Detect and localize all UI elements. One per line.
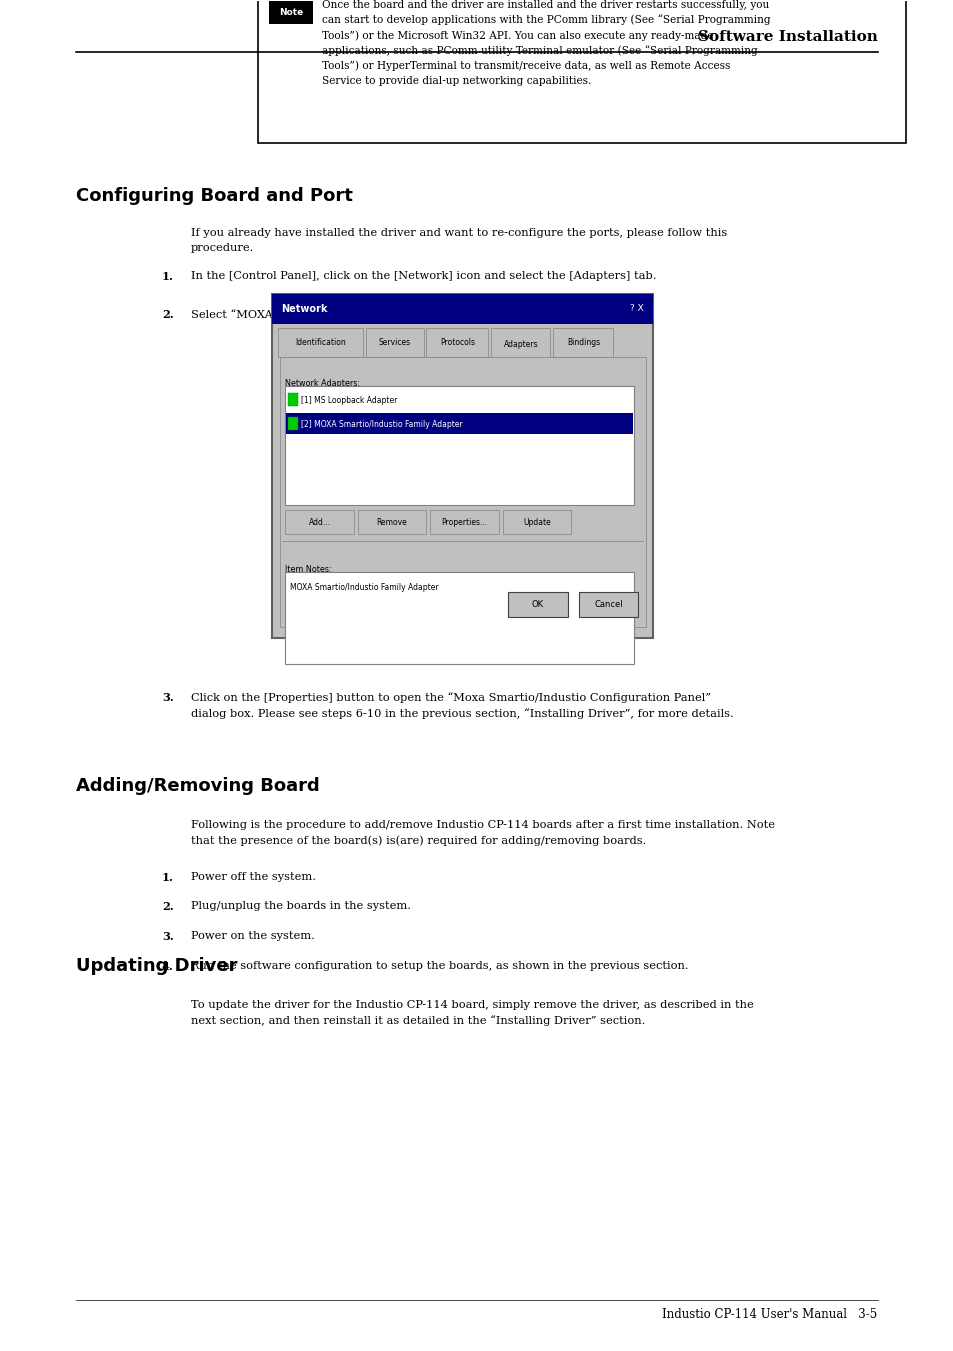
Text: Cancel: Cancel xyxy=(594,600,622,609)
Text: Identification: Identification xyxy=(294,338,346,347)
Text: Protocols: Protocols xyxy=(439,338,475,347)
FancyBboxPatch shape xyxy=(279,358,645,627)
FancyBboxPatch shape xyxy=(491,328,550,362)
Text: Remove: Remove xyxy=(376,517,407,527)
FancyBboxPatch shape xyxy=(426,328,488,358)
FancyBboxPatch shape xyxy=(272,295,653,638)
FancyBboxPatch shape xyxy=(288,393,297,407)
Text: [2] MOXA Smartio/Industio Family Adapter: [2] MOXA Smartio/Industio Family Adapter xyxy=(301,420,463,430)
Text: Add...: Add... xyxy=(308,517,331,527)
FancyBboxPatch shape xyxy=(430,509,498,534)
Text: Run the software configuration to setup the boards, as shown in the previous sec: Run the software configuration to setup … xyxy=(191,961,688,971)
Text: Select “MOXA Smartio/Industio Family Adapter” in “Network Adapters”.: Select “MOXA Smartio/Industio Family Ada… xyxy=(191,309,611,320)
Text: 2.: 2. xyxy=(162,901,173,912)
Text: Bindings: Bindings xyxy=(566,338,599,347)
FancyBboxPatch shape xyxy=(285,571,634,663)
FancyBboxPatch shape xyxy=(286,413,633,435)
Text: MOXA Smartio/Industio Family Adapter: MOXA Smartio/Industio Family Adapter xyxy=(290,582,438,592)
Text: To update the driver for the Industio CP-114 board, simply remove the driver, as: To update the driver for the Industio CP… xyxy=(191,1000,753,1025)
Text: If you already have installed the driver and want to re-configure the ports, ple: If you already have installed the driver… xyxy=(191,228,726,253)
FancyBboxPatch shape xyxy=(357,509,426,534)
FancyBboxPatch shape xyxy=(285,509,354,534)
Text: Note: Note xyxy=(278,8,303,18)
Text: [1] MS Loopback Adapter: [1] MS Loopback Adapter xyxy=(301,396,397,405)
Text: Once the board and the driver are installed and the driver restarts successfully: Once the board and the driver are instal… xyxy=(322,0,770,86)
FancyBboxPatch shape xyxy=(508,592,567,616)
Text: Updating Driver: Updating Driver xyxy=(76,957,237,975)
FancyBboxPatch shape xyxy=(272,295,653,324)
Text: Configuring Board and Port: Configuring Board and Port xyxy=(76,188,353,205)
Text: ? X: ? X xyxy=(630,304,643,313)
Text: Update: Update xyxy=(522,517,551,527)
Text: Item Notes:: Item Notes: xyxy=(285,565,332,574)
Text: 1.: 1. xyxy=(162,871,173,882)
Text: Following is the procedure to add/remove Industio CP-114 boards after a first ti: Following is the procedure to add/remove… xyxy=(191,820,774,846)
Text: 3.: 3. xyxy=(162,692,173,704)
Text: 2.: 2. xyxy=(162,309,173,320)
Text: Click on the [Properties] button to open the “Moxa Smartio/Industio Configuratio: Click on the [Properties] button to open… xyxy=(191,692,733,719)
Text: 3.: 3. xyxy=(162,931,173,942)
Text: Software Installation: Software Installation xyxy=(697,30,877,45)
Text: Properties...: Properties... xyxy=(441,517,487,527)
FancyBboxPatch shape xyxy=(277,328,363,358)
FancyBboxPatch shape xyxy=(578,592,638,616)
Text: Adapters: Adapters xyxy=(503,340,537,349)
Text: Power on the system.: Power on the system. xyxy=(191,931,314,942)
Text: OK: OK xyxy=(532,600,543,609)
Text: Services: Services xyxy=(378,338,411,347)
Text: 4.: 4. xyxy=(162,961,173,971)
Text: 1.: 1. xyxy=(162,272,173,282)
FancyBboxPatch shape xyxy=(257,0,905,143)
FancyBboxPatch shape xyxy=(553,328,613,358)
FancyBboxPatch shape xyxy=(288,417,297,431)
Text: Network: Network xyxy=(281,304,328,313)
Text: Adding/Removing Board: Adding/Removing Board xyxy=(76,777,320,796)
FancyBboxPatch shape xyxy=(285,386,634,504)
Text: Plug/unplug the boards in the system.: Plug/unplug the boards in the system. xyxy=(191,901,411,912)
FancyBboxPatch shape xyxy=(269,1,313,24)
Text: Network Adapters:: Network Adapters: xyxy=(285,380,360,388)
FancyBboxPatch shape xyxy=(502,509,571,534)
Text: In the [Control Panel], click on the [Network] icon and select the [Adapters] ta: In the [Control Panel], click on the [Ne… xyxy=(191,272,656,281)
FancyBboxPatch shape xyxy=(366,328,423,358)
Text: Industio CP-114 User's Manual   3-5: Industio CP-114 User's Manual 3-5 xyxy=(661,1308,877,1321)
Text: Power off the system.: Power off the system. xyxy=(191,871,315,882)
